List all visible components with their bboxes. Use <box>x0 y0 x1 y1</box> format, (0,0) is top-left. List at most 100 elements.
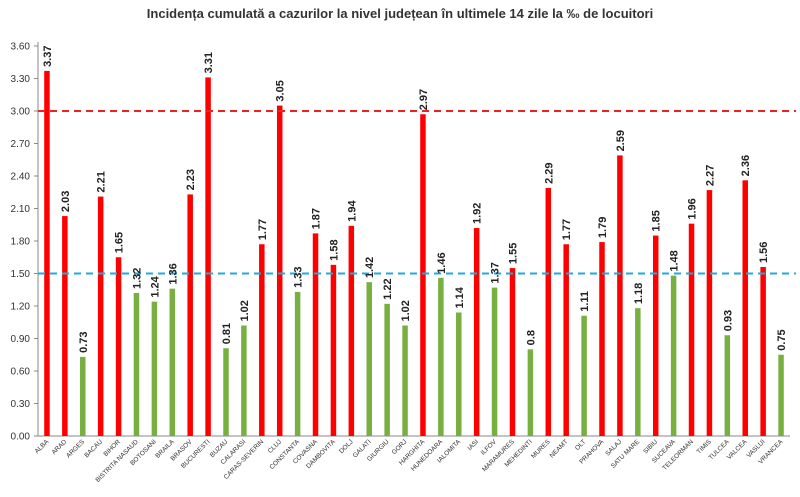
bar-mehedinti <box>527 349 534 436</box>
bar-dolj <box>348 225 355 436</box>
bar-bacau <box>97 196 104 436</box>
y-tick-label: 0.00 <box>11 432 31 443</box>
data-label: 1.79 <box>597 217 609 238</box>
data-label: 0.81 <box>221 323 233 344</box>
x-tick-label: OLT <box>574 438 588 452</box>
bar-mures <box>545 187 552 436</box>
data-label: 1.48 <box>669 250 681 271</box>
bar-sibiu <box>652 235 659 436</box>
bar-ialomita <box>456 312 462 436</box>
bar-ilfov <box>491 287 498 436</box>
bar-gorj <box>402 325 408 436</box>
bar-vaslui <box>760 267 766 436</box>
data-label: 2.03 <box>60 191 72 212</box>
data-label: 1.36 <box>167 263 179 284</box>
data-label: 1.11 <box>579 291 591 312</box>
data-label: 1.46 <box>436 252 448 273</box>
bar-buzau <box>223 348 229 436</box>
data-label: 1.42 <box>364 257 376 278</box>
bar-harghita <box>420 114 426 436</box>
bar-valcea <box>742 180 748 436</box>
x-tick-label: BACAU <box>83 438 104 459</box>
x-tick-label: ALBA <box>34 438 51 455</box>
bar-suceava <box>670 275 677 436</box>
bar-olt <box>581 315 587 436</box>
bar-vrancea <box>778 354 784 436</box>
data-label: 1.96 <box>687 198 699 219</box>
bar-calarasi <box>241 325 247 436</box>
data-label: 1.77 <box>561 219 573 240</box>
bar-galati <box>366 282 372 436</box>
y-tick-label: 1.20 <box>11 302 31 313</box>
y-tick-label: 1.50 <box>11 269 31 280</box>
data-label: 3.31 <box>203 52 215 73</box>
bar-braila <box>169 288 176 436</box>
data-label: 1.37 <box>490 262 502 283</box>
bar-teleorman <box>688 223 695 436</box>
bar-hunedoara <box>438 277 444 436</box>
reference-lines <box>38 110 796 275</box>
bar-iasi <box>473 228 480 436</box>
x-tick-label: MURES <box>530 438 552 460</box>
data-label: 1.02 <box>239 300 251 321</box>
y-tick-label: 2.40 <box>11 172 31 183</box>
bar-botosani <box>151 301 158 436</box>
y-tick-label: 0.60 <box>11 367 31 378</box>
data-label: 2.97 <box>418 89 430 110</box>
bar-caras-severin <box>259 244 265 436</box>
y-tick-label: 1.80 <box>11 237 31 248</box>
y-tick-label: 3.60 <box>11 42 31 53</box>
chart-title: Incidența cumulată a cazurilor la nivel … <box>146 6 654 21</box>
data-label: 1.22 <box>382 278 394 299</box>
data-label: 1.92 <box>472 203 484 224</box>
data-label: 0.75 <box>776 329 788 350</box>
bar-dambovita <box>330 264 337 436</box>
data-label: 1.18 <box>633 283 645 304</box>
data-label: 1.32 <box>131 268 143 289</box>
data-label: 1.56 <box>758 242 770 263</box>
bar-covasna <box>312 233 319 436</box>
x-tick-label: NEAMT <box>549 438 570 459</box>
bar-alba <box>44 70 50 437</box>
x-tick-label: CLUJ <box>267 438 283 454</box>
bar-brasov <box>187 194 193 436</box>
bar-timis <box>706 190 713 436</box>
data-label: 1.33 <box>293 266 305 287</box>
bar-cluj <box>276 105 283 436</box>
bar-bucuresti <box>205 77 211 437</box>
data-label: 2.29 <box>543 162 555 183</box>
data-labels: 3.37 2.03 0.73 2.21 1.65 1.32 1.24 1.36 2.23 3.31… <box>42 45 788 352</box>
data-label: 1.85 <box>651 210 663 231</box>
data-label: 2.27 <box>704 165 716 186</box>
data-label: 0.73 <box>78 331 90 352</box>
bar-giurgiu <box>384 303 390 436</box>
data-label: 1.94 <box>346 200 358 222</box>
data-label: 1.65 <box>114 232 126 253</box>
chart-axes: 0.00 0.30 0.60 0.90 1.20 1.50 1.80 2.10 2.40 2.70… <box>11 42 790 443</box>
data-label: 3.05 <box>275 80 287 101</box>
x-tick-label: ARGES <box>65 438 87 460</box>
y-tick-label: 3.30 <box>11 74 31 85</box>
data-label: 1.02 <box>400 300 412 321</box>
bar-prahova <box>599 242 605 436</box>
data-label: 2.21 <box>96 171 108 192</box>
bar-tulcea <box>724 335 731 436</box>
data-label: 1.58 <box>328 239 340 260</box>
y-tick-label: 2.10 <box>11 204 31 215</box>
bar-neamt <box>563 244 569 436</box>
data-label: 2.59 <box>615 130 627 151</box>
chart-bars <box>44 70 784 437</box>
data-label: 1.24 <box>149 275 161 297</box>
y-tick-label: 2.70 <box>11 139 31 150</box>
data-label: 3.37 <box>42 45 54 66</box>
data-label: 1.14 <box>454 286 466 308</box>
data-label: 2.23 <box>185 169 197 190</box>
bar-maramures <box>509 268 516 436</box>
data-label: 0.93 <box>722 310 734 331</box>
data-label: 0.8 <box>525 330 537 345</box>
y-tick-label: 0.90 <box>11 334 31 345</box>
y-tick-label: 3.00 <box>11 107 31 118</box>
x-tick-label: VALCEA <box>726 438 749 461</box>
data-label: 1.77 <box>257 219 269 240</box>
